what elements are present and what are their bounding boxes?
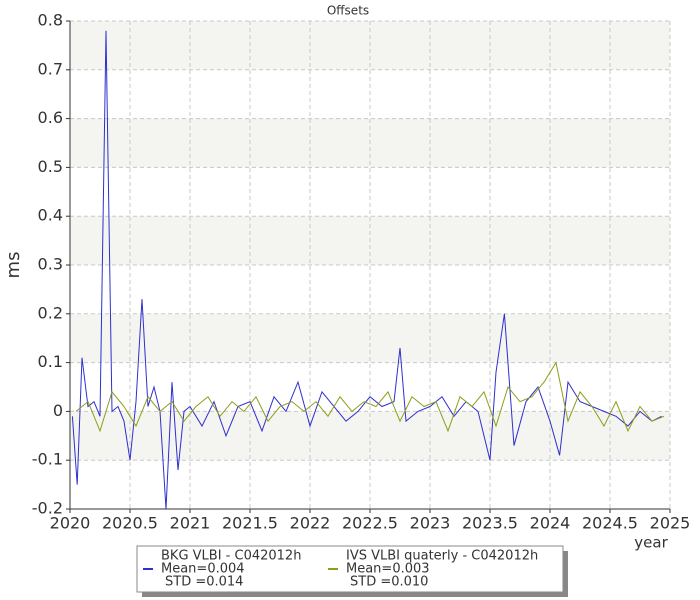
y-tick-label: -0.2 xyxy=(32,499,63,518)
x-tick-label: 2022.5 xyxy=(342,514,398,533)
x-tick-label: 2025 xyxy=(650,514,691,533)
y-tick-label: 0.5 xyxy=(38,157,63,176)
y-axis-label: ms xyxy=(3,252,24,279)
x-tick-label: 2024 xyxy=(530,514,571,533)
legend-label: BKG VLBI - C042012h xyxy=(161,549,301,564)
y-tick-label: 0.8 xyxy=(38,11,63,30)
data-line xyxy=(75,361,665,433)
legend-std: STD =0.010 xyxy=(350,575,428,590)
y-tick-label: 0.3 xyxy=(38,255,63,274)
legend-label: IVS VLBI quaterly - C042012h xyxy=(346,549,538,564)
y-tick-label: 0.7 xyxy=(38,59,63,78)
x-tick-label: 2023 xyxy=(410,514,451,533)
legend-std: STD =0.014 xyxy=(165,575,243,590)
x-tick-label: 2021.5 xyxy=(222,514,278,533)
legend-mean: Mean=0.003 xyxy=(346,562,430,577)
legend-mean: Mean=0.004 xyxy=(161,562,245,577)
x-tick-label: 2022 xyxy=(290,514,331,533)
x-tick-label: 2021 xyxy=(170,514,211,533)
x-tick-label: 2024.5 xyxy=(582,514,638,533)
y-tick-label: 0.4 xyxy=(38,206,63,225)
y-tick-label: -0.1 xyxy=(32,450,63,469)
x-tick-label: 2023.5 xyxy=(462,514,518,533)
y-tick-label: 0.2 xyxy=(38,303,63,322)
x-tick-label: 2020 xyxy=(50,514,91,533)
data-line xyxy=(71,30,662,510)
axes: -0.2 -0.1 0 0.1 0.2 0.3 0.4 0.5 0.6 0.7 0.8 2020 202… xyxy=(32,11,691,533)
y-tick-label: 0.1 xyxy=(38,352,63,371)
legend-box xyxy=(136,545,564,593)
y-tick-label: 0 xyxy=(53,401,63,420)
x-tick-label: 2020.5 xyxy=(102,514,158,533)
y-tick-label: 0.6 xyxy=(38,108,63,127)
chart-title: Offsets xyxy=(327,4,369,18)
x-axis-label: year xyxy=(634,534,668,552)
